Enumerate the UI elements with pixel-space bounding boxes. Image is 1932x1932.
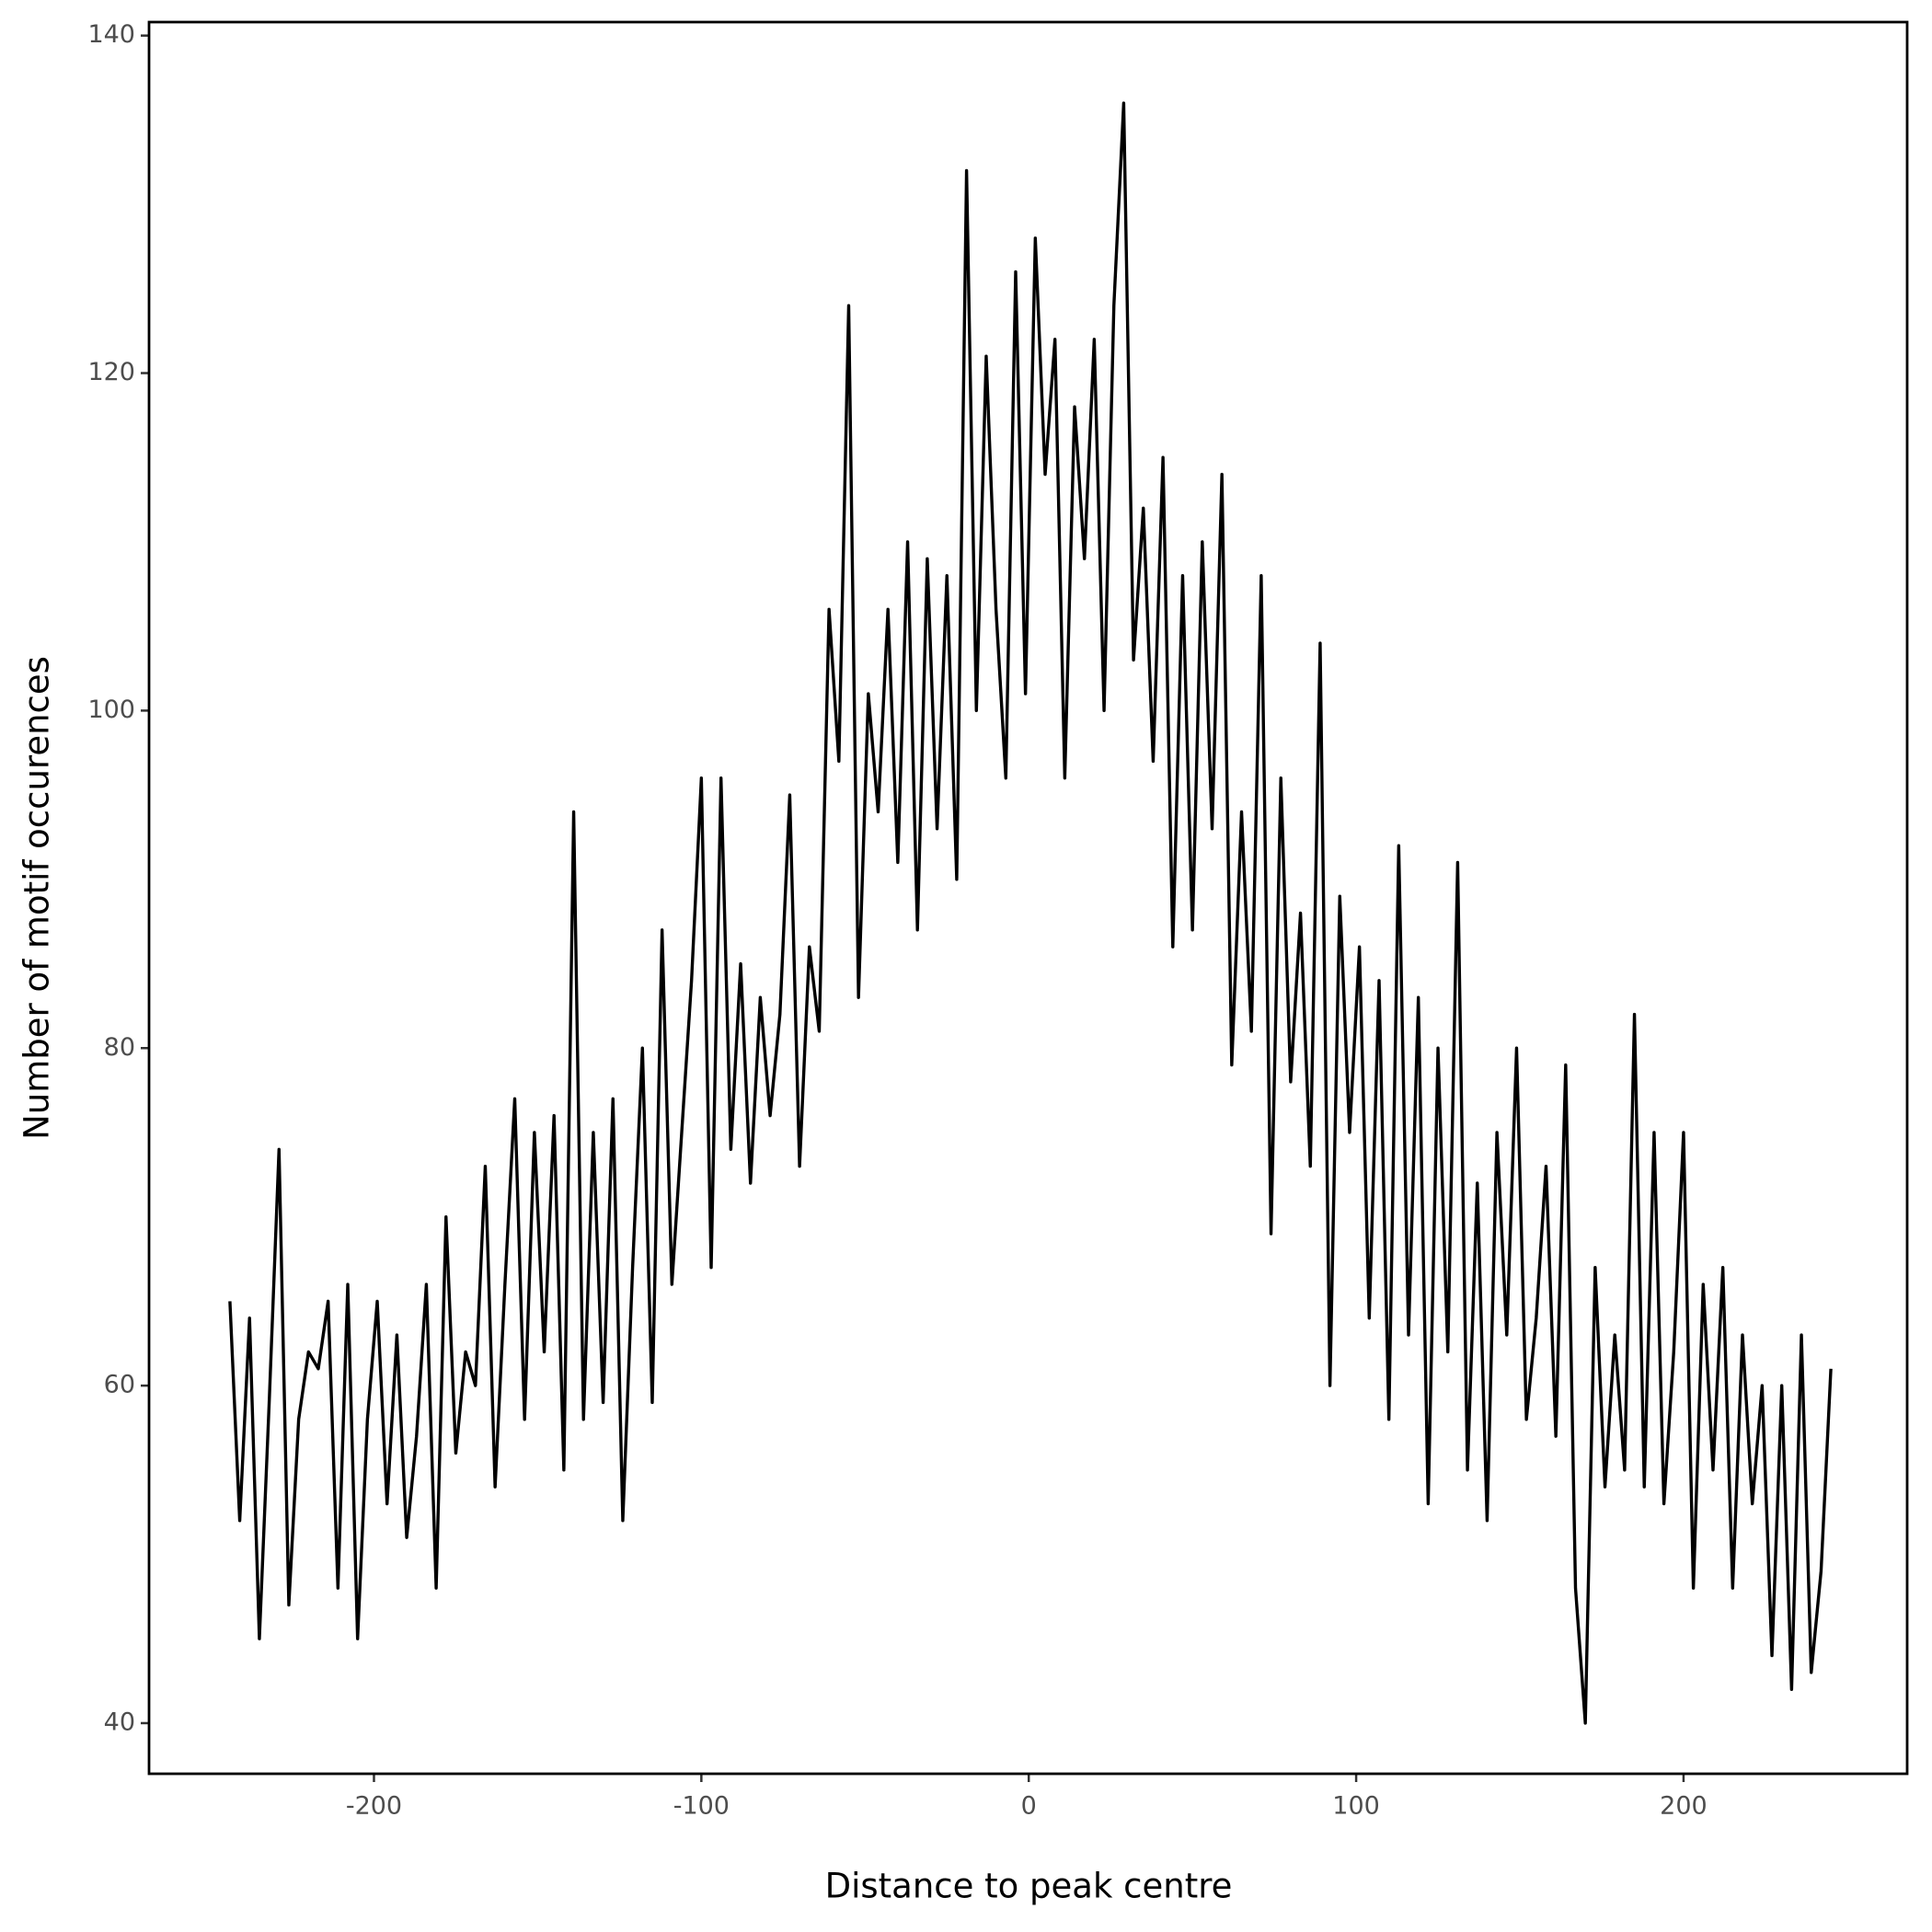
y-tick-label: 100 (87, 696, 135, 724)
panel-border (147, 20, 1909, 1776)
x-tick-label: 200 (1660, 1792, 1708, 1821)
x-axis-title: Distance to peak centre (825, 1867, 1233, 1906)
x-tick-label: 0 (1021, 1792, 1037, 1821)
y-tick-label: 140 (87, 20, 135, 49)
data-line (228, 101, 1833, 1725)
x-tick-label: 100 (1332, 1792, 1380, 1821)
y-axis-title: Number of motif occurences (17, 656, 57, 1140)
x-tick-label: -100 (673, 1792, 730, 1821)
y-tick-label: 80 (104, 1033, 135, 1062)
x-tick-label: -200 (346, 1792, 402, 1821)
y-tick-label: 120 (87, 358, 135, 386)
y-tick-label: 40 (104, 1708, 135, 1736)
y-tick-label: 60 (104, 1371, 135, 1399)
